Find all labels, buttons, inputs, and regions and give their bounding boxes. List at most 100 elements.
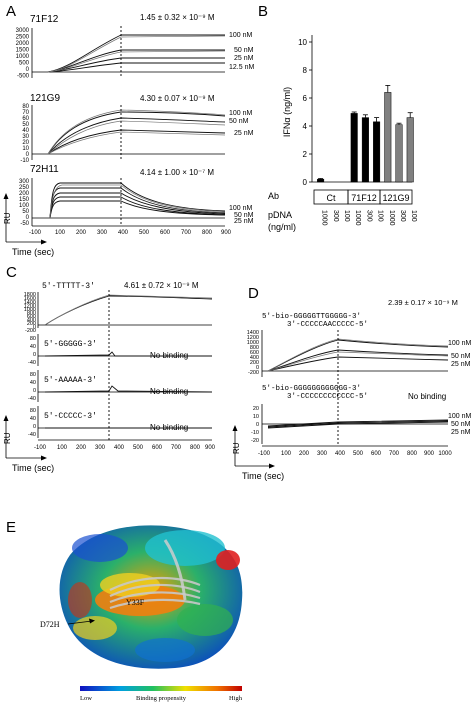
panel-a: 71F12 1.45 ± 0.32 × 10⁻⁹ M 3000 2500 200… (3, 13, 254, 257)
bar-group (317, 85, 414, 183)
y-tick-label: 0 (33, 325, 36, 331)
antibody-name: 71F12 (30, 14, 59, 25)
x-tick-label: 500 (139, 230, 150, 236)
y-tick-label: 0 (33, 352, 36, 358)
y-tick-label: 10 (22, 146, 29, 152)
pdna-tick-label: 100 (343, 210, 350, 222)
y-tick-label: 40 (30, 416, 36, 422)
y-tick-label: 30 (22, 134, 29, 140)
y-tick-label: 2000 (16, 41, 30, 47)
fit-curve (49, 184, 226, 219)
y-tick-label: 300 (19, 179, 30, 185)
kd-value: 4.61 ± 0.72 × 10⁻⁹ M (124, 281, 199, 290)
ab-label: Ab (268, 191, 279, 201)
y-tick-label: -200 (248, 370, 259, 376)
sequence-label: 5'-AAAAA-3' (44, 376, 97, 385)
concentration-label: 50 nM (451, 421, 471, 428)
concentration-label: 100 nM (448, 340, 472, 347)
y-tick-group: 0 2 4 6 8 10 (298, 38, 312, 187)
panel-c: 5'-TTTTT-3' 4.61 ± 0.72 × 10⁻⁹ M 1800 16… (3, 281, 216, 473)
sensorgram-trace (47, 129, 226, 155)
group-label: 121G9 (382, 193, 409, 203)
x-tick-label: 600 (152, 445, 163, 451)
concentration-label: 50 nM (234, 47, 254, 54)
arrowhead-icon (3, 193, 9, 199)
group-label: 71F12 (351, 193, 377, 203)
panel-letter-c: C (6, 264, 17, 281)
sequence-label: 5'-CCCCC-3' (44, 412, 97, 421)
concentration-label: 25 nM (234, 55, 254, 62)
panel-letter-e: E (6, 519, 16, 536)
y-tick-label: 0 (256, 422, 259, 428)
pdna-unit: (ng/ml) (268, 222, 296, 232)
x-tick-label: -100 (29, 230, 42, 236)
concentration-label: 100 nM (229, 110, 253, 117)
y-tick-label: -40 (28, 360, 36, 366)
x-tick-label: 800 (202, 230, 213, 236)
y-tick-label: -20 (251, 438, 259, 444)
concentration-label: 50 nM (234, 212, 254, 219)
y-tick-label: 1800 (24, 292, 36, 298)
pdna-tick-label: 100 (410, 210, 417, 222)
y-tick-label: -10 (251, 430, 259, 436)
concentration-label: 25 nM (451, 429, 471, 436)
y-tick-label: -200 (25, 328, 36, 334)
y-tick-label: -50 (20, 221, 29, 227)
x-tick-label: 100 (55, 230, 66, 236)
sequence-strand: 3'-CCCCCAACCCCC-5' (287, 321, 368, 329)
y-tick-label: 400 (27, 318, 36, 324)
concentration-label: 12.5 nM (229, 64, 254, 71)
y-tick-label: 80 (30, 336, 36, 342)
legend-title: Binding propensity (136, 695, 187, 702)
concentration-label: 100 nM (229, 205, 253, 212)
x-tick-label: 900 (221, 230, 232, 236)
y-tick-label: 8 (303, 66, 308, 75)
concentration-label: 50 nM (451, 353, 471, 360)
x-tick-label: 300 (97, 230, 108, 236)
y-tick-label: 600 (250, 350, 259, 356)
y-tick-label: 1000 (247, 340, 259, 346)
y-tick-label: 1500 (16, 48, 30, 54)
y-tick-label: 40 (30, 380, 36, 386)
sensorgram-trace (267, 349, 449, 372)
bar (406, 117, 414, 183)
y-tick-label: 800 (250, 345, 259, 351)
x-tick-label: 500 (353, 451, 364, 457)
y-tick-label: 200 (250, 360, 259, 366)
y-tick-label: 500 (19, 61, 30, 67)
arrowhead-icon (89, 618, 95, 624)
y-tick-label: 20 (22, 140, 29, 146)
pdna-tick-label: 300 (365, 210, 372, 222)
y-tick-label: 0 (26, 67, 30, 73)
arrowhead-icon (269, 463, 275, 469)
y-tick-label: -40 (28, 432, 36, 438)
y-tick-label: 60 (22, 116, 29, 122)
y-tick-label: 70 (22, 110, 29, 116)
x-tick-label: 700 (171, 445, 182, 451)
arrowhead-icon (41, 239, 47, 245)
antibody-name: 121G9 (30, 93, 60, 104)
y-axis-label: RU (232, 442, 241, 454)
y-tick-label: 20 (253, 406, 259, 412)
pdna-tick-label: 300 (332, 210, 339, 222)
y-tick-label: 2 (303, 150, 308, 159)
arrowhead-icon (232, 425, 238, 431)
y-tick-label: 600 (27, 314, 36, 320)
y-tick-label: 400 (250, 355, 259, 361)
y-tick-label: 0 (256, 365, 259, 371)
protein-surface (59, 525, 243, 669)
residue-label: D72H (40, 620, 60, 629)
x-tick-label: 500 (133, 445, 144, 451)
pdna-tick-label: 1000 (388, 210, 395, 226)
pdna-label: pDNA (268, 210, 292, 220)
y-tick-label: 1200 (247, 335, 259, 341)
dna-ribbon (109, 577, 201, 610)
panel-a-plot-71f12: 71F12 1.45 ± 0.32 × 10⁻⁹ M 3000 2500 200… (16, 13, 255, 80)
fit-curve (47, 35, 226, 73)
y-tick-label: -10 (20, 158, 29, 164)
x-tick-label: 100 (57, 445, 68, 451)
y-tick-label: 1400 (247, 330, 259, 336)
arrowhead-icon (41, 455, 47, 461)
x-axis-label: Time (sec) (12, 463, 54, 473)
